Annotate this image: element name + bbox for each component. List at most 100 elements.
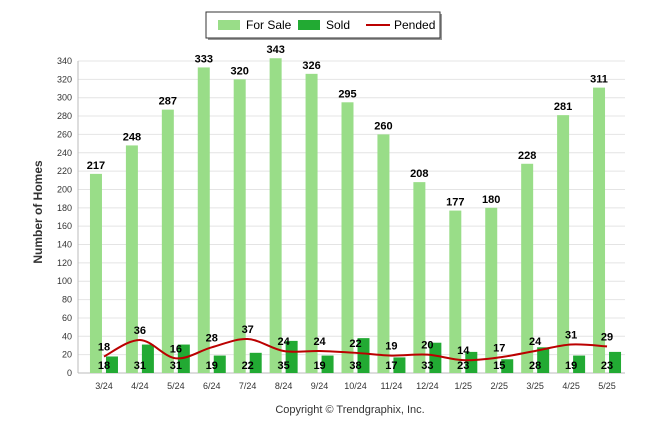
x-tick-label: 12/24 [416, 381, 439, 391]
bar-sold [609, 351, 622, 373]
y-tick-label: 340 [57, 56, 72, 66]
y-tick-label: 220 [57, 166, 72, 176]
data-label-pended: 19 [385, 341, 397, 353]
x-tick-label: 11/24 [381, 381, 403, 391]
legend-swatch [218, 20, 240, 30]
y-tick-label: 120 [57, 258, 72, 268]
y-tick-label: 40 [62, 331, 72, 341]
bar-for-sale [557, 115, 570, 373]
data-label-for-sale: 177 [446, 197, 464, 209]
data-label-sold: 33 [421, 360, 433, 372]
data-label-sold: 31 [134, 360, 146, 372]
y-tick-label: 160 [57, 221, 72, 231]
data-label-for-sale: 217 [87, 160, 105, 172]
data-label-pended: 16 [170, 343, 182, 355]
bar-for-sale [341, 102, 354, 373]
data-label-sold: 19 [565, 360, 577, 372]
data-label-for-sale: 326 [302, 60, 320, 72]
bar-sold [393, 357, 406, 373]
bars [89, 58, 622, 374]
bar-for-sale [233, 79, 246, 374]
bar-sold [177, 344, 190, 373]
data-label-sold: 23 [457, 360, 469, 372]
y-tick-label: 280 [57, 111, 72, 121]
data-label-for-sale: 228 [518, 150, 536, 162]
legend-label: Sold [326, 18, 350, 32]
x-tick-label: 1/25 [455, 381, 473, 391]
data-label-sold: 22 [242, 360, 254, 372]
data-label-sold: 18 [98, 360, 110, 372]
bar-sold [249, 352, 262, 373]
data-label-for-sale: 180 [482, 194, 500, 206]
data-label-sold: 38 [349, 360, 361, 372]
data-label-pended: 22 [349, 338, 361, 350]
bar-for-sale [449, 210, 462, 373]
y-tick-label: 20 [62, 350, 72, 360]
pended-line [103, 338, 608, 362]
x-tick-label: 8/24 [275, 381, 293, 391]
y-tick-label: 240 [57, 148, 72, 158]
bar-sold [285, 340, 298, 373]
data-label-for-sale: 287 [159, 96, 177, 108]
bar-sold [105, 356, 118, 373]
data-labels: 217 18 18 248 31 36 287 31 16 333 19 28 320 22 37 343 35… [87, 44, 613, 372]
data-label-pended: 17 [493, 342, 505, 354]
bar-for-sale [485, 207, 498, 373]
x-tick-label: 7/24 [239, 381, 257, 391]
data-label-for-sale: 320 [231, 65, 249, 77]
legend-box [205, 11, 441, 39]
data-label-for-sale: 295 [338, 88, 356, 100]
y-axis: 0 20 40 60 80 100 120 140 160 180 200 220 240 260 280 3… [57, 56, 79, 378]
data-label-pended: 24 [313, 336, 326, 348]
bar-for-sale [161, 109, 174, 374]
y-tick-label: 320 [57, 74, 72, 84]
data-label-sold: 35 [278, 360, 290, 372]
x-tick-label: 4/24 [131, 381, 149, 391]
legend-label: Pended [394, 18, 435, 32]
data-label-sold: 15 [493, 360, 505, 372]
bar-for-sale [593, 87, 606, 374]
y-tick-label: 140 [57, 240, 72, 250]
data-label-pended: 37 [242, 324, 254, 336]
x-tick-label: 3/24 [95, 381, 113, 391]
data-label-pended: 24 [529, 336, 542, 348]
x-tick-label: 4/25 [562, 381, 580, 391]
bar-sold [537, 347, 550, 373]
x-tick-label: 6/24 [203, 381, 221, 391]
x-tick-label: 5/25 [598, 381, 616, 391]
bar-for-sale [413, 182, 426, 373]
data-label-pended: 24 [278, 336, 291, 348]
data-label-sold: 31 [170, 360, 182, 372]
data-label-for-sale: 260 [374, 120, 392, 132]
data-label-sold: 28 [529, 360, 541, 372]
data-label-pended: 28 [206, 332, 218, 344]
data-label-for-sale: 343 [266, 44, 284, 56]
y-tick-label: 100 [57, 276, 72, 286]
y-tick-label: 0 [67, 368, 72, 378]
data-label-sold: 17 [385, 360, 397, 372]
x-tick-label: 5/24 [167, 381, 185, 391]
y-tick-label: 300 [57, 93, 72, 103]
y-tick-label: 80 [62, 295, 72, 305]
bar-sold [321, 355, 334, 373]
bar-sold [429, 342, 442, 373]
y-tick-label: 180 [57, 203, 72, 213]
bar-sold [213, 355, 226, 373]
x-tick-label: 10/24 [344, 381, 367, 391]
data-label-for-sale: 248 [123, 131, 141, 143]
data-label-pended: 18 [98, 341, 110, 353]
y-tick-label: 60 [62, 313, 72, 323]
bar-for-sale [521, 163, 534, 373]
data-label-sold: 19 [313, 360, 325, 372]
bar-for-sale [197, 67, 210, 374]
data-label-pended: 20 [421, 340, 433, 352]
data-label-for-sale: 311 [590, 74, 608, 86]
bar-for-sale [269, 58, 282, 373]
data-label-pended: 31 [565, 330, 577, 342]
copyright-text: Copyright © Trendgraphix, Inc. [275, 404, 424, 416]
bar-sold [573, 355, 586, 373]
bar-sold [465, 351, 478, 373]
data-label-sold: 19 [206, 360, 218, 372]
